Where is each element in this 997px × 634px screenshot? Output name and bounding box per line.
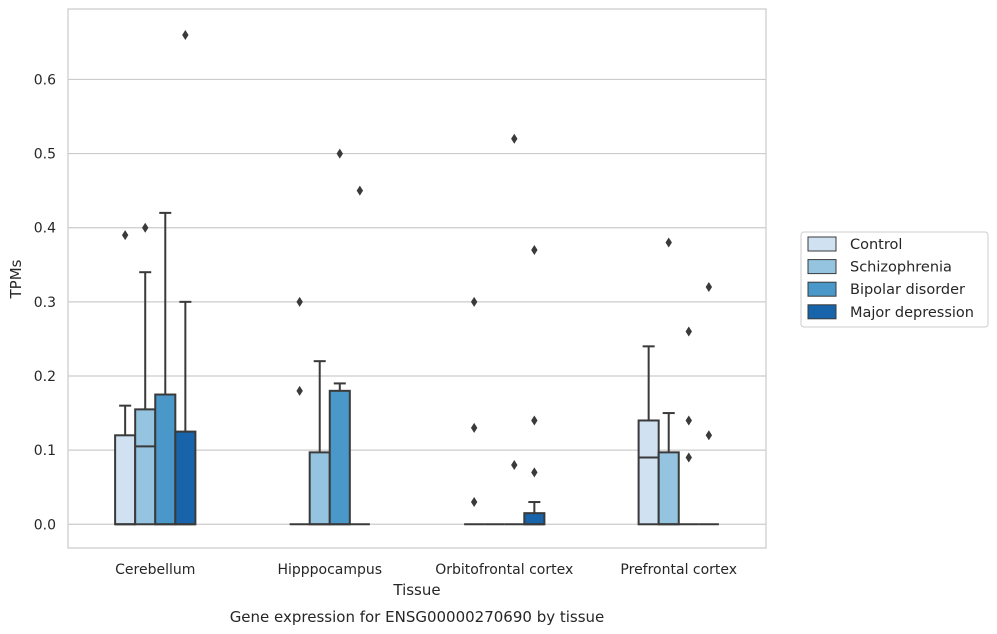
y-axis-label: TPMs	[7, 259, 25, 299]
outlier-point	[470, 497, 478, 508]
box	[523, 512, 546, 526]
box	[154, 393, 177, 526]
y-tick-label: 0.1	[34, 443, 56, 459]
box	[637, 419, 660, 526]
box	[657, 451, 680, 526]
outlier-point	[296, 385, 303, 396]
box	[134, 408, 157, 526]
legend-swatch	[807, 304, 837, 320]
box-group	[174, 29, 197, 526]
box	[114, 434, 137, 526]
box	[174, 430, 197, 526]
legend-label: Bipolar disorder	[850, 282, 965, 298]
outlier-point	[121, 230, 129, 241]
outlier-point	[511, 133, 518, 144]
outlier-point	[531, 244, 538, 255]
box-group	[154, 211, 177, 526]
outlier-point	[685, 326, 692, 337]
box-group	[328, 148, 351, 526]
legend-items: Control Schizophrenia Bipolar disorder Majo…	[807, 236, 974, 321]
x-tick-label: Orbitofrontal cortex	[435, 562, 573, 578]
box-marks	[114, 29, 719, 526]
box-group	[464, 296, 485, 526]
legend-swatch	[807, 236, 837, 252]
x-tick-label: Cerebellum	[115, 562, 195, 578]
box-group	[289, 296, 310, 526]
outlier-point	[356, 185, 364, 196]
legend-swatch	[807, 259, 837, 275]
legend: Control Schizophrenia Bipolar disorder Majo…	[800, 231, 989, 328]
outlier-point	[336, 148, 343, 159]
y-tick-label: 0.2	[34, 369, 56, 385]
box-group	[678, 326, 699, 526]
box	[328, 389, 351, 526]
outlier-point	[470, 296, 478, 307]
y-tick-label: 0.3	[34, 295, 56, 311]
x-tick-label: Prefrontal cortex	[620, 562, 737, 578]
y-tick-label: 0.0	[34, 517, 56, 533]
box-group	[657, 237, 680, 526]
outlier-point	[665, 237, 672, 248]
chart-caption: Gene expression for ENSG00000270690 by t…	[230, 608, 605, 626]
legend-label: Major depression	[850, 305, 974, 321]
legend-frame	[800, 231, 989, 328]
x-tick-labels: Cerebellum Hipppocampus Orbitofrontal cort…	[115, 562, 737, 578]
y-tick-labels: 0.0 0.1 0.2 0.3 0.4 0.5 0.6	[34, 72, 56, 533]
y-tick-label: 0.5	[34, 147, 56, 163]
box-group	[349, 185, 370, 526]
outlier-point	[511, 459, 518, 470]
x-axis-label: Tissue	[392, 581, 440, 599]
box-group	[114, 230, 137, 526]
box-group	[523, 244, 546, 526]
plot-frame	[67, 8, 767, 549]
outlier-point	[531, 467, 538, 478]
outlier-point	[685, 415, 692, 426]
outlier-point	[296, 296, 303, 307]
legend-label: Control	[850, 237, 902, 253]
box-group	[504, 133, 525, 526]
box-group	[134, 222, 157, 526]
legend-label: Schizophrenia	[850, 260, 952, 276]
outlier-point	[182, 29, 189, 40]
outlier-point	[685, 452, 692, 463]
outlier-point	[531, 415, 538, 426]
box-group	[308, 360, 331, 526]
x-tick-label: Hipppocampus	[277, 562, 382, 578]
outlier-point	[705, 430, 713, 441]
outlier-point	[705, 282, 713, 293]
outlier-point	[470, 422, 478, 433]
y-tick-label: 0.4	[34, 221, 56, 237]
box	[308, 451, 331, 526]
legend-swatch	[807, 281, 837, 297]
outlier-point	[142, 222, 149, 233]
box-group	[637, 345, 660, 526]
box-group	[698, 282, 719, 526]
y-tick-label: 0.6	[34, 72, 56, 88]
